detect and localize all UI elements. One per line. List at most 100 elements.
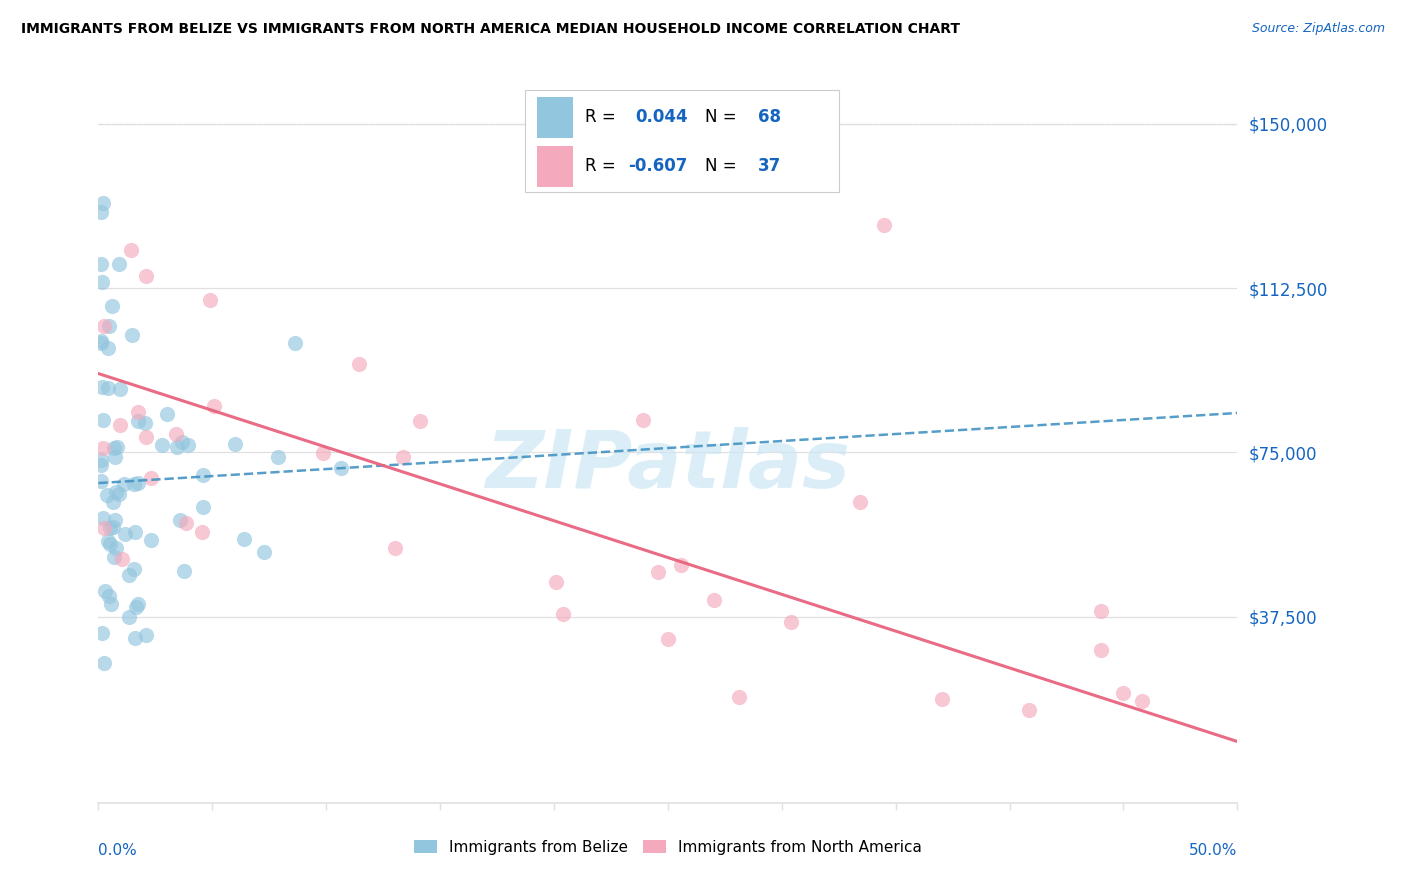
Text: ZIPatlas: ZIPatlas [485, 427, 851, 506]
Text: IMMIGRANTS FROM BELIZE VS IMMIGRANTS FROM NORTH AMERICA MEDIAN HOUSEHOLD INCOME : IMMIGRANTS FROM BELIZE VS IMMIGRANTS FRO… [21, 22, 960, 37]
Text: 50.0%: 50.0% [1189, 843, 1237, 858]
Point [124, 476, 146, 491]
Point [108, 257, 131, 271]
Point [127, 475, 149, 490]
Point [173, 565, 195, 579]
Point [91, 195, 114, 210]
Point [139, 533, 162, 547]
FancyBboxPatch shape [537, 146, 574, 186]
Point [657, 632, 679, 646]
Point [91, 413, 114, 427]
Point [127, 597, 149, 611]
Point [284, 336, 307, 351]
Point [96, 488, 118, 502]
Point [103, 441, 125, 455]
Point [103, 550, 125, 565]
Point [111, 552, 134, 566]
Point [124, 524, 146, 539]
Point [150, 438, 173, 452]
Point [91, 511, 114, 525]
Point [94, 583, 117, 598]
Point [780, 615, 803, 629]
Point [849, 495, 872, 509]
Point [98, 521, 121, 535]
Point [93, 319, 115, 334]
Point [91, 275, 114, 289]
Point [312, 446, 335, 460]
Point [1018, 703, 1040, 717]
Point [728, 690, 751, 705]
Point [105, 440, 128, 454]
Point [120, 244, 142, 258]
Text: N =: N = [706, 109, 742, 127]
Point [135, 628, 157, 642]
Point [165, 427, 187, 442]
Text: R =: R = [585, 158, 620, 176]
Point [110, 382, 132, 396]
Point [93, 521, 115, 535]
Text: 0.044: 0.044 [636, 109, 688, 127]
Point [104, 541, 127, 555]
Point [177, 438, 200, 452]
Point [1090, 604, 1112, 618]
Point [551, 607, 574, 622]
Point [90, 379, 112, 393]
Point [124, 632, 146, 646]
Point [90, 474, 112, 488]
Point [135, 430, 157, 444]
Point [1112, 686, 1135, 700]
Point [347, 357, 370, 371]
Text: 0.0%: 0.0% [98, 843, 138, 858]
Point [198, 293, 221, 307]
Point [101, 299, 124, 313]
Text: N =: N = [706, 158, 742, 176]
Point [121, 327, 143, 342]
Point [91, 625, 114, 640]
Point [931, 692, 953, 706]
Text: R =: R = [585, 109, 620, 127]
Point [98, 318, 121, 333]
Point [108, 418, 131, 433]
Point [96, 533, 118, 548]
Point [253, 544, 276, 558]
Point [127, 414, 149, 428]
Point [96, 380, 118, 394]
Point [191, 467, 214, 482]
Point [631, 413, 654, 427]
Point [114, 526, 136, 541]
Text: -0.607: -0.607 [628, 158, 688, 176]
Point [266, 450, 288, 464]
Point [112, 477, 135, 491]
Point [90, 335, 112, 350]
Point [134, 417, 156, 431]
Point [104, 513, 127, 527]
Point [107, 487, 129, 501]
Point [103, 520, 125, 534]
Point [127, 405, 149, 419]
Point [93, 656, 115, 670]
Point [104, 484, 127, 499]
Point [204, 399, 226, 413]
Point [97, 589, 120, 603]
Point [100, 597, 122, 611]
Point [90, 257, 112, 271]
Point [233, 532, 256, 546]
Point [166, 441, 188, 455]
Point [101, 494, 124, 508]
Point [647, 566, 669, 580]
Point [392, 450, 415, 464]
Point [124, 562, 146, 576]
Point [169, 513, 191, 527]
Point [97, 341, 120, 355]
Text: Source: ZipAtlas.com: Source: ZipAtlas.com [1251, 22, 1385, 36]
Point [90, 204, 112, 219]
Point [191, 524, 214, 539]
Point [90, 334, 112, 348]
Point [1090, 642, 1112, 657]
Point [546, 574, 568, 589]
Point [135, 268, 157, 283]
Point [156, 408, 179, 422]
Point [90, 452, 112, 467]
FancyBboxPatch shape [537, 97, 574, 137]
Point [873, 218, 896, 232]
